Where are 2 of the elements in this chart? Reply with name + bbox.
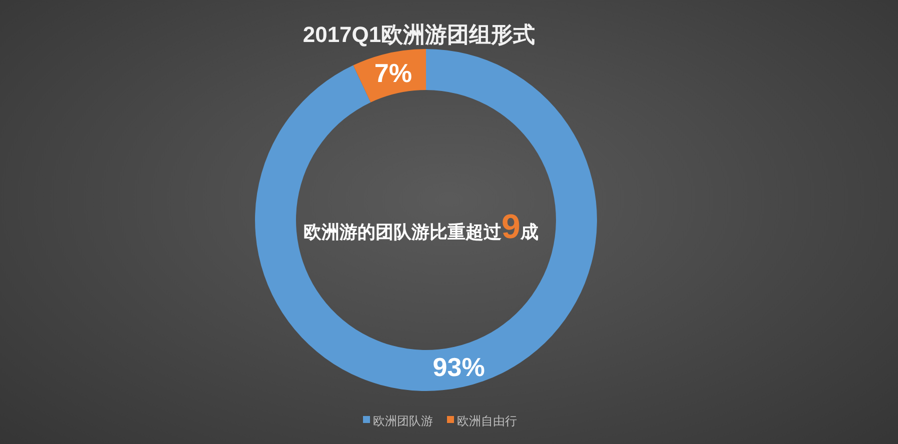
- title: 2017Q1欧洲游团组形式: [302, 22, 536, 47]
- annotation: 欧洲游的团队游比重超过9成: [304, 208, 538, 246]
